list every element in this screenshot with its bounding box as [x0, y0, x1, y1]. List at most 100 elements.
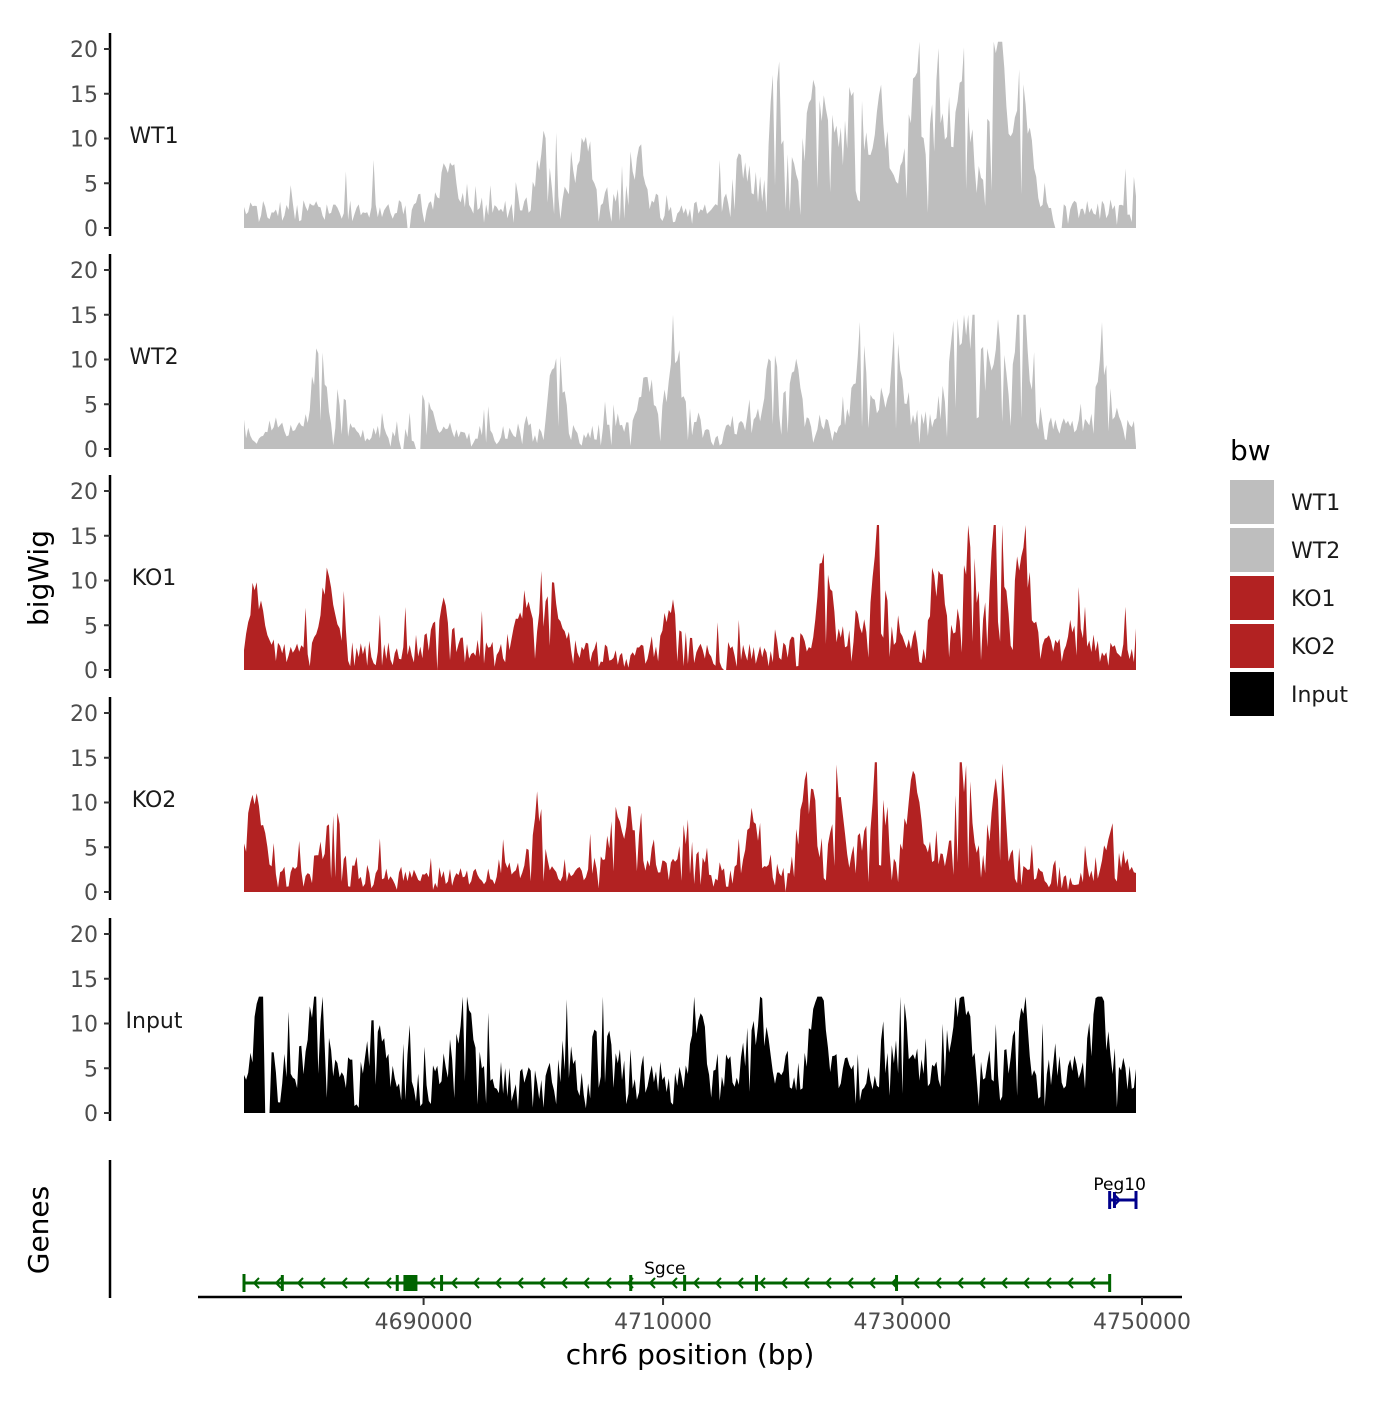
gene-label: Peg10 [1093, 1175, 1146, 1195]
y-tick-label: 0 [84, 881, 98, 906]
legend-swatch-wt1 [1230, 480, 1274, 524]
strand-arrow [736, 1277, 744, 1289]
strand-arrow [252, 1277, 260, 1289]
legend-title: bw [1230, 434, 1271, 467]
strand-arrow [494, 1277, 502, 1289]
y-axis-title: bigWig [22, 530, 55, 626]
strand-arrow [450, 1277, 458, 1289]
signal-area-ko1 [244, 525, 1136, 670]
legend-swatch-ko2 [1230, 624, 1274, 668]
track-label: KO1 [132, 566, 177, 591]
y-tick-label: 20 [70, 702, 98, 727]
legend-label: WT1 [1291, 491, 1340, 516]
strand-arrow [384, 1277, 392, 1289]
y-tick-label: 5 [84, 836, 98, 861]
strand-arrow [780, 1277, 788, 1289]
signal-area-ko2 [244, 762, 1136, 892]
y-tick-label: 0 [84, 217, 98, 242]
strand-arrow [1113, 1194, 1122, 1206]
strand-arrow [1088, 1277, 1096, 1289]
signal-area-wt2 [244, 314, 1136, 449]
strand-arrow [934, 1277, 942, 1289]
strand-arrow [472, 1277, 480, 1289]
track-wt2: 0 5 10 15 20 WT2 [70, 254, 1136, 463]
y-tick-label: 0 [84, 1102, 98, 1127]
strand-arrow [670, 1277, 678, 1289]
y-tick-label: 10 [70, 349, 98, 374]
legend-label: KO2 [1291, 635, 1336, 660]
strand-arrow [648, 1277, 656, 1289]
y-tick-label: 20 [70, 480, 98, 505]
legend-swatch-ko1 [1230, 576, 1274, 620]
y-tick-label: 10 [70, 1013, 98, 1038]
strand-arrow [560, 1277, 568, 1289]
strand-arrow [1066, 1277, 1074, 1289]
signal-area-input [244, 996, 1136, 1113]
track-label: WT1 [129, 124, 178, 149]
strand-arrow [714, 1277, 722, 1289]
x-tick-label: 4750000 [1093, 1310, 1191, 1335]
y-tick-label: 5 [84, 393, 98, 418]
strand-arrow [846, 1277, 854, 1289]
y-tick-label: 5 [84, 1057, 98, 1082]
y-tick-label: 0 [84, 438, 98, 463]
y-tick-label: 15 [70, 304, 98, 329]
gene-sgce: Sgce [242, 1259, 1112, 1292]
strand-arrow [362, 1277, 370, 1289]
track-label: WT2 [129, 345, 178, 370]
y-tick-label: 15 [70, 525, 98, 550]
strand-arrow [868, 1277, 876, 1289]
strand-arrow [824, 1277, 832, 1289]
strand-arrow [802, 1277, 810, 1289]
y-tick-label: 10 [70, 128, 98, 153]
legend-label: KO1 [1291, 587, 1336, 612]
y-tick-label: 10 [70, 792, 98, 817]
gene-peg10: Peg10 [1093, 1175, 1146, 1209]
genes-axis-title: Genes [22, 1186, 55, 1274]
strand-arrow [428, 1277, 436, 1289]
strand-arrow [692, 1277, 700, 1289]
x-tick-label: 4710000 [614, 1310, 712, 1335]
x-tick-label: 4690000 [375, 1310, 473, 1335]
strand-arrow [956, 1277, 964, 1289]
legend-swatch-wt2 [1230, 528, 1274, 572]
strand-arrow [582, 1277, 590, 1289]
track-wt1: 0 5 10 15 20 WT1 [70, 33, 1136, 242]
y-tick-label: 0 [84, 659, 98, 684]
strand-arrow [912, 1277, 920, 1289]
y-tick-label: 5 [84, 172, 98, 197]
track-label: KO2 [132, 788, 177, 813]
legend-swatch-input [1230, 672, 1274, 716]
strand-arrow [604, 1277, 612, 1289]
strand-arrow [274, 1277, 282, 1289]
x-axis-title: chr6 position (bp) [566, 1338, 815, 1371]
signal-area-wt1 [244, 41, 1136, 228]
y-tick-label: 20 [70, 259, 98, 284]
strand-arrow [340, 1277, 348, 1289]
legend-label: WT2 [1291, 539, 1340, 564]
y-tick-label: 5 [84, 614, 98, 639]
strand-arrow [318, 1277, 326, 1289]
strand-arrow [538, 1277, 546, 1289]
x-axis: 4690000 4710000 4730000 4750000 [198, 1295, 1191, 1335]
genes-panel: Sgce Peg10 [108, 1160, 1146, 1298]
track-input: 0 5 10 15 20 Input [70, 918, 1136, 1127]
strand-arrow [978, 1277, 986, 1289]
y-tick-label: 10 [70, 570, 98, 595]
y-tick-label: 15 [70, 968, 98, 993]
track-ko1: 0 5 10 15 20 KO1 [70, 475, 1136, 684]
x-tick-label: 4730000 [854, 1310, 952, 1335]
strand-arrow [1044, 1277, 1052, 1289]
strand-arrow [1000, 1277, 1008, 1289]
legend-label: Input [1291, 683, 1348, 708]
strand-arrow [758, 1277, 766, 1289]
track-ko2: 0 5 10 15 20 KO2 [70, 697, 1136, 906]
y-tick-label: 20 [70, 923, 98, 948]
track-label: Input [126, 1009, 183, 1034]
strand-arrow [1022, 1277, 1030, 1289]
legend: bw WT1 WT2 KO1 KO2 Input [1230, 434, 1348, 716]
y-tick-label: 15 [70, 83, 98, 108]
y-tick-label: 15 [70, 747, 98, 772]
